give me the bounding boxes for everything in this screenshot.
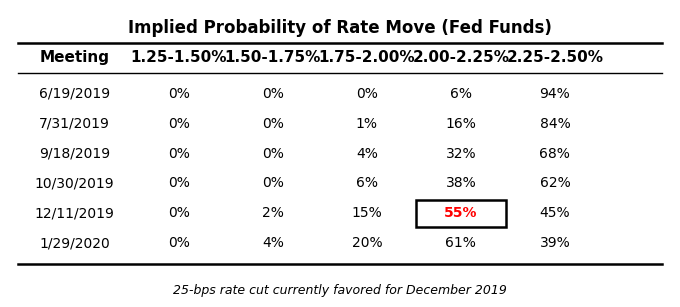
Text: 1/29/2020: 1/29/2020: [39, 236, 110, 250]
Text: 1.25-1.50%: 1.25-1.50%: [131, 50, 227, 65]
Text: 12/11/2019: 12/11/2019: [35, 206, 115, 220]
Text: 84%: 84%: [539, 117, 571, 131]
Text: 94%: 94%: [539, 87, 571, 101]
Text: 1.50-1.75%: 1.50-1.75%: [224, 50, 321, 65]
Text: 1.75-2.00%: 1.75-2.00%: [318, 50, 415, 65]
Text: 0%: 0%: [262, 176, 284, 190]
Text: 61%: 61%: [445, 236, 476, 250]
Text: 38%: 38%: [445, 176, 476, 190]
Text: 0%: 0%: [262, 117, 284, 131]
Text: 68%: 68%: [539, 146, 571, 161]
Text: 45%: 45%: [540, 206, 571, 220]
Text: 0%: 0%: [262, 146, 284, 161]
Text: 7/31/2019: 7/31/2019: [39, 117, 110, 131]
Text: 15%: 15%: [352, 206, 382, 220]
Text: 20%: 20%: [352, 236, 382, 250]
Text: 0%: 0%: [168, 206, 190, 220]
Text: 1%: 1%: [356, 117, 378, 131]
Text: 6%: 6%: [356, 176, 378, 190]
Text: 25-bps rate cut currently favored for December 2019: 25-bps rate cut currently favored for De…: [173, 284, 507, 297]
Text: Implied Probability of Rate Move (Fed Funds): Implied Probability of Rate Move (Fed Fu…: [128, 19, 552, 37]
Text: 0%: 0%: [168, 117, 190, 131]
Text: 10/30/2019: 10/30/2019: [35, 176, 114, 190]
Text: 2.25-2.50%: 2.25-2.50%: [507, 50, 603, 65]
Text: 6%: 6%: [450, 87, 472, 101]
Bar: [415, 200, 506, 227]
Text: 32%: 32%: [445, 146, 476, 161]
Text: 0%: 0%: [168, 146, 190, 161]
Text: 0%: 0%: [356, 87, 378, 101]
Text: 39%: 39%: [539, 236, 571, 250]
Text: 4%: 4%: [356, 146, 378, 161]
Text: 0%: 0%: [262, 87, 284, 101]
Text: 2%: 2%: [262, 206, 284, 220]
Text: 9/18/2019: 9/18/2019: [39, 146, 110, 161]
Text: 0%: 0%: [168, 87, 190, 101]
Text: 62%: 62%: [539, 176, 571, 190]
Text: Meeting: Meeting: [39, 50, 109, 65]
Text: 6/19/2019: 6/19/2019: [39, 87, 110, 101]
Text: 0%: 0%: [168, 236, 190, 250]
Text: 4%: 4%: [262, 236, 284, 250]
Text: 55%: 55%: [444, 206, 477, 220]
Text: 0%: 0%: [168, 176, 190, 190]
Text: 2.00-2.25%: 2.00-2.25%: [412, 50, 509, 65]
Text: 16%: 16%: [445, 117, 476, 131]
